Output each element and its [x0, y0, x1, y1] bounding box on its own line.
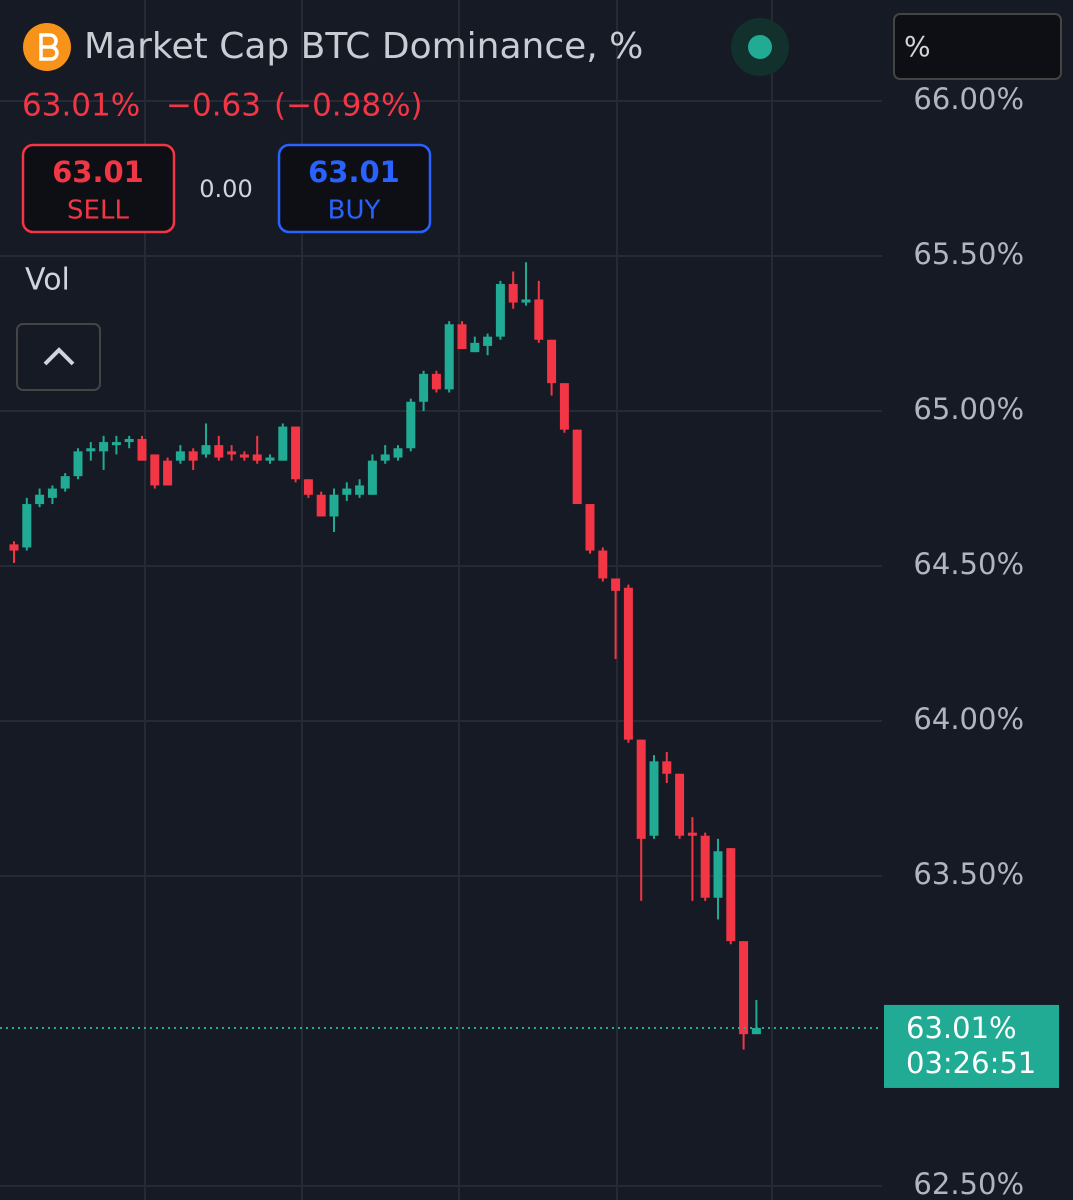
candle-body: [163, 460, 173, 486]
change: −0.63: [166, 88, 261, 124]
y-tick-label: 64.00%: [913, 702, 1024, 736]
candle-body: [99, 442, 109, 452]
change-percent: (−0.98%): [274, 88, 423, 124]
candle-body: [329, 494, 339, 517]
collapse-button[interactable]: [16, 323, 101, 391]
candle-body: [124, 438, 134, 443]
candle-body: [150, 454, 160, 486]
last-price-label: 63.01%: [906, 1011, 1017, 1045]
candle-body: [239, 454, 249, 458]
spread: 0.00: [199, 175, 252, 203]
candle-body: [559, 383, 569, 430]
candle-body: [188, 451, 198, 461]
candle-body: [252, 454, 262, 461]
candle-body: [303, 479, 313, 495]
candle-body: [636, 739, 646, 839]
y-tick-label: 62.50%: [913, 1167, 1024, 1200]
y-tick-label: 65.50%: [913, 237, 1024, 271]
candle-body: [739, 941, 749, 1035]
candle-body: [86, 448, 96, 452]
sell-button[interactable]: [21, 143, 176, 234]
candle-body: [598, 550, 608, 579]
y-tick-label: 65.00%: [913, 392, 1024, 426]
unit-box[interactable]: [893, 13, 1062, 80]
candle-body: [623, 587, 633, 740]
candle-body: [726, 848, 736, 942]
candle-body: [470, 342, 480, 353]
sell-label: SELL: [67, 196, 129, 226]
candle-body: [611, 578, 621, 591]
collapse-icon: [43, 347, 75, 366]
candle-body: [649, 761, 659, 836]
candle-body: [444, 324, 454, 390]
y-tick-label: 66.00%: [913, 82, 1024, 116]
candle-body: [393, 448, 403, 458]
unit-label: %: [904, 30, 931, 63]
candle-body: [431, 373, 441, 390]
candle-body: [495, 283, 505, 337]
candle-body: [201, 445, 211, 455]
candle-body: [227, 451, 237, 455]
candle-body: [137, 438, 147, 461]
candle-body: [662, 761, 672, 774]
candle-body: [291, 426, 301, 480]
candle-body: [265, 457, 275, 461]
candle-body: [60, 476, 70, 489]
countdown: 03:26:51: [906, 1046, 1036, 1080]
candle-body: [585, 504, 595, 551]
candle-body: [751, 1027, 761, 1035]
candle-body: [316, 494, 326, 517]
candle-body: [47, 488, 57, 498]
candle-body: [700, 835, 710, 898]
y-tick-label: 63.50%: [913, 857, 1024, 891]
candle-body: [380, 454, 390, 461]
candle-body: [355, 485, 365, 495]
candle-body: [35, 494, 45, 505]
candle-body: [713, 851, 723, 898]
candle-body: [367, 460, 377, 495]
candle-body: [534, 299, 544, 340]
candle-body: [419, 373, 429, 402]
candle-body: [521, 299, 531, 303]
candle-body: [457, 324, 467, 350]
y-tick-label: 64.50%: [913, 547, 1024, 581]
btc-icon-glyph: [39, 33, 59, 61]
candle-body: [278, 426, 288, 461]
candle-body: [342, 488, 352, 495]
candle-body: [73, 451, 83, 477]
candle-body: [675, 773, 685, 836]
sell-price: 63.01: [52, 155, 144, 189]
candle-body: [572, 429, 582, 505]
last-price-tag: [884, 1004, 1059, 1088]
candle-body: [111, 442, 121, 446]
candle-body: [483, 336, 493, 346]
candle-body: [175, 451, 185, 461]
status-dot: [748, 35, 772, 59]
candle-body: [508, 283, 518, 303]
vol-label: Vol: [25, 263, 70, 298]
candle-body: [9, 544, 19, 551]
candle-body: [22, 504, 32, 548]
buy-label: BUY: [328, 196, 381, 226]
plot: 66.00% 65.50% 65.00% 64.50% 64.00% 63.50% 62.5…: [0, 82, 1059, 1200]
buy-button[interactable]: [277, 143, 432, 234]
candle-body: [547, 339, 557, 384]
candle-body: [687, 832, 697, 836]
candle-body: [406, 401, 416, 449]
candle-body: [214, 445, 224, 458]
title: Market Cap BTC Dominance, %: [84, 26, 643, 67]
buy-price: 63.01: [308, 155, 400, 189]
price: 63.01%: [22, 88, 140, 124]
